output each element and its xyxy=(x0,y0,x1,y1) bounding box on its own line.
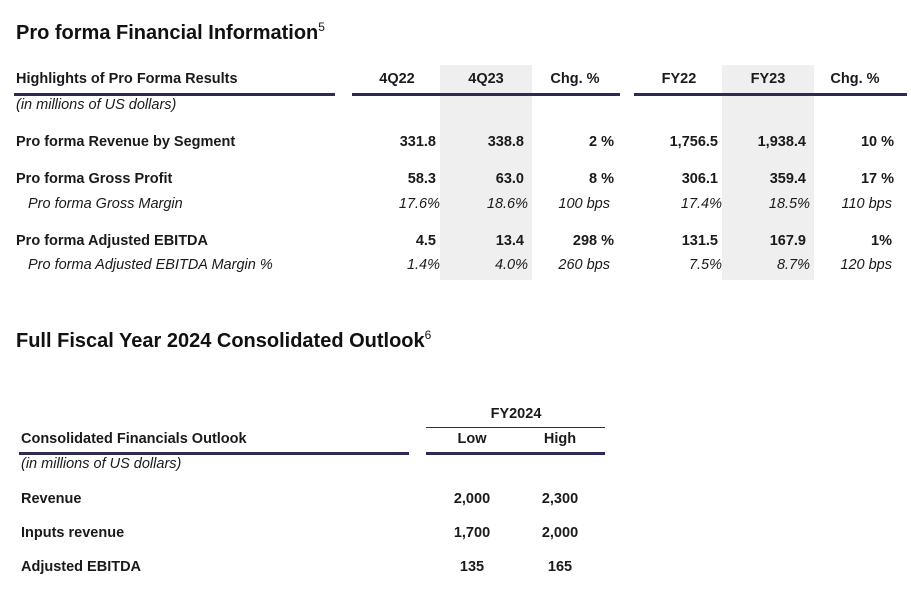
cell-chg-q: 8 % xyxy=(589,171,614,187)
cell-high: 2,000 xyxy=(541,525,579,541)
row-label: Inputs revenue xyxy=(21,525,125,541)
header-rule-outlook xyxy=(426,452,605,455)
col-header-low: Low xyxy=(457,431,487,447)
row-label: Pro forma Revenue by Segment xyxy=(16,134,236,150)
row-label: Pro forma Gross Margin xyxy=(28,196,183,212)
cell-4q23: 63.0 xyxy=(495,171,524,187)
row-label: Pro forma Adjusted EBITDA Margin % xyxy=(28,257,273,273)
col-header-4q23: 4Q23 xyxy=(468,71,504,87)
row-label: Revenue xyxy=(21,491,82,507)
cell-chg-q: 2 % xyxy=(589,134,614,150)
cell-low: 135 xyxy=(459,559,485,575)
cell-chg-q: 298 % xyxy=(572,233,614,249)
cell-fy22: 1,756.5 xyxy=(669,134,718,150)
section1-title: Pro forma Financial Information5 xyxy=(16,20,325,45)
header-rule-left xyxy=(14,93,335,96)
shade-fy23 xyxy=(722,65,814,280)
cell-fy23: 8.7% xyxy=(776,257,810,273)
footnote-ref: 5 xyxy=(318,20,325,34)
cell-chg-q: 100 bps xyxy=(558,196,610,212)
cell-4q22: 17.6% xyxy=(398,196,440,212)
cell-low: 1,700 xyxy=(453,525,491,541)
section2-title: Full Fiscal Year 2024 Consolidated Outlo… xyxy=(16,328,432,353)
header-rule-left xyxy=(19,452,409,455)
cell-4q22: 1.4% xyxy=(406,257,440,273)
section2-title-text: Full Fiscal Year 2024 Consolidated Outlo… xyxy=(16,330,425,352)
cell-chg-fy: 17 % xyxy=(860,171,894,187)
cell-fy22: 131.5 xyxy=(681,233,718,249)
cell-4q23: 338.8 xyxy=(487,134,524,150)
cell-4q23: 13.4 xyxy=(495,233,524,249)
col-header-fy23: FY23 xyxy=(750,71,786,87)
cell-fy23: 1,938.4 xyxy=(757,134,806,150)
col-header-4q22: 4Q22 xyxy=(379,71,415,87)
col-header-chg-fy: Chg. % xyxy=(830,71,880,87)
cell-4q23: 4.0% xyxy=(494,257,528,273)
footnote-ref: 6 xyxy=(424,328,432,342)
row-label: Adjusted EBITDA xyxy=(21,559,142,575)
col-header-fy22: FY22 xyxy=(661,71,697,87)
cell-4q22: 4.5 xyxy=(415,233,436,249)
cell-high: 2,300 xyxy=(541,491,579,507)
header-rule-fy xyxy=(634,93,907,96)
cell-fy22: 7.5% xyxy=(688,257,722,273)
shade-4q23 xyxy=(440,65,532,280)
cell-4q23: 18.6% xyxy=(486,196,528,212)
cell-4q22: 331.8 xyxy=(399,134,436,150)
section1-title-text: Pro forma Financial Information xyxy=(16,22,319,44)
table2-header-label: Consolidated Financials Outlook xyxy=(21,431,247,447)
table1-header-label: Highlights of Pro Forma Results xyxy=(16,71,238,87)
cell-low: 2,000 xyxy=(453,491,491,507)
cell-fy23: 18.5% xyxy=(768,196,810,212)
cell-fy22: 306.1 xyxy=(681,171,718,187)
cell-high: 165 xyxy=(547,559,573,575)
row-label: Pro forma Gross Profit xyxy=(16,171,173,187)
units-note: (in millions of US dollars) xyxy=(16,97,177,113)
group-header-fy2024: FY2024 xyxy=(490,406,542,422)
row-label: Pro forma Adjusted EBITDA xyxy=(16,233,209,249)
group-underline xyxy=(426,427,605,428)
header-rule-quarter xyxy=(352,93,620,96)
cell-chg-fy: 1% xyxy=(871,233,892,249)
col-header-high: High xyxy=(543,431,577,447)
units-note: (in millions of US dollars) xyxy=(21,456,182,472)
cell-fy23: 359.4 xyxy=(769,171,806,187)
col-header-chg-q: Chg. % xyxy=(550,71,600,87)
cell-chg-fy: 10 % xyxy=(860,134,894,150)
cell-chg-fy: 110 bps xyxy=(841,196,892,212)
cell-fy23: 167.9 xyxy=(769,233,806,249)
cell-chg-fy: 120 bps xyxy=(840,257,892,273)
cell-4q22: 58.3 xyxy=(407,171,436,187)
cell-chg-q: 260 bps xyxy=(558,257,610,273)
cell-fy22: 17.4% xyxy=(680,196,722,212)
